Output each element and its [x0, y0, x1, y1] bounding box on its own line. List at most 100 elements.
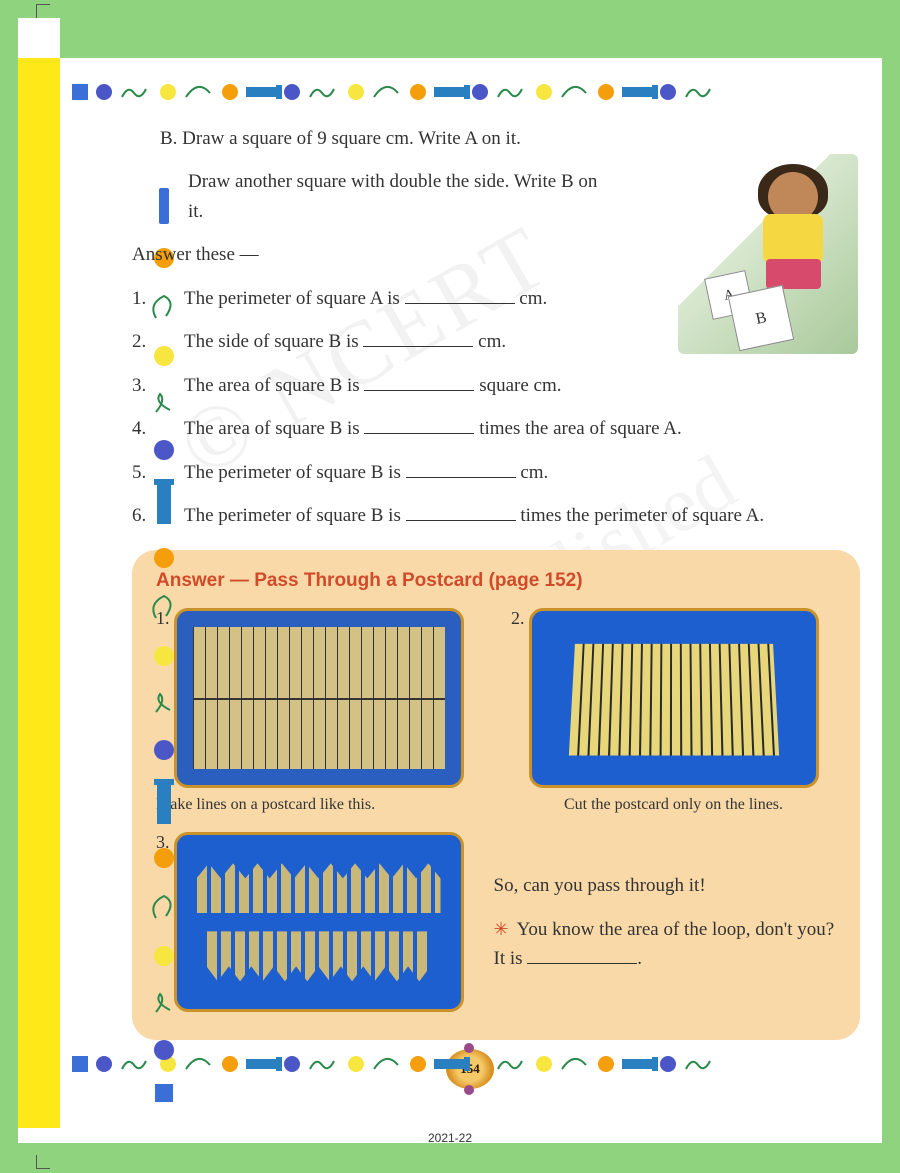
deco-circle-icon: [154, 946, 174, 966]
question-text-before: The perimeter of square B is: [184, 505, 406, 526]
bottom-text: So, can you pass through it! ✳You know t…: [494, 871, 837, 973]
deco-circle-icon: [348, 1056, 364, 1072]
deco-bar-icon: [157, 784, 171, 824]
question-text-after: times the area of square A.: [474, 418, 681, 439]
deco-squiggle-icon: [152, 690, 176, 716]
blank-fill[interactable]: [363, 330, 473, 347]
deco-squiggle-icon: [684, 83, 716, 101]
deco-squiggle-icon: [496, 83, 528, 101]
deco-squiggle-icon: [496, 1055, 528, 1073]
top-green-bar: [60, 18, 882, 58]
question-text-before: The perimeter of square A is: [184, 288, 405, 309]
postcard-row-1: 1. Make lines on a postcard like this. 2…: [156, 608, 836, 814]
question-number: 3.: [160, 371, 184, 400]
deco-circle-icon: [348, 84, 364, 100]
question-4: 4.The area of square B is times the area…: [160, 414, 690, 443]
deco-loop-icon: [560, 83, 590, 101]
deco-circle-icon: [598, 1056, 614, 1072]
loop-area-after: .: [637, 948, 642, 969]
loop-area-text: ✳You know the area of the loop, don't yo…: [494, 915, 837, 974]
answer-section-title: Answer — Pass Through a Postcard (page 1…: [156, 570, 836, 592]
question-number: 1.: [160, 284, 184, 313]
deco-circle-icon: [284, 84, 300, 100]
question-1: 1.The perimeter of square A is cm.: [160, 284, 690, 313]
instruction-b-line2: Draw another square with double the side…: [188, 167, 608, 226]
deco-circle-icon: [222, 1056, 238, 1072]
deco-circle-icon: [536, 84, 552, 100]
pass-through-text: So, can you pass through it!: [494, 871, 837, 900]
question-2: 2.The side of square B is cm.: [160, 327, 690, 356]
deco-circle-icon: [154, 848, 174, 868]
deco-squiggle-icon: [120, 1055, 152, 1073]
question-5: 5.The perimeter of square B is cm.: [160, 458, 858, 487]
postcard-step-1: 1. Make lines on a postcard like this.: [156, 608, 481, 814]
deco-loop-icon: [184, 1055, 214, 1073]
question-text-before: The area of square B is: [184, 375, 364, 396]
deco-square-icon: [72, 1056, 88, 1072]
question-number: 5.: [160, 458, 184, 487]
postcard-photo-2: [529, 608, 819, 788]
blank-fill[interactable]: [527, 947, 637, 964]
deco-bar-icon: [434, 1059, 464, 1069]
deco-squiggle-icon: [308, 83, 340, 101]
question-text-after: cm.: [515, 288, 548, 309]
content-area: A B B. Draw a square of 9 square cm. Wri…: [72, 80, 868, 1093]
deco-bar-icon: [246, 87, 276, 97]
footer-year: 2021-22: [428, 1131, 472, 1145]
deco-circle-icon: [160, 84, 176, 100]
postcard-caption-1: Make lines on a postcard like this.: [156, 796, 481, 814]
question-text-after: square cm.: [474, 375, 561, 396]
postcard-photo-3: [174, 832, 464, 1012]
blank-fill[interactable]: [406, 504, 516, 521]
blank-fill[interactable]: [364, 374, 474, 391]
deco-circle-icon: [660, 1056, 676, 1072]
question-6: 6.The perimeter of square B is times the…: [160, 501, 858, 530]
deco-circle-icon: [154, 548, 174, 568]
postcard-step-3: 3.: [156, 832, 464, 1012]
crop-mark-top: [36, 4, 50, 18]
girl-legs: [766, 259, 821, 289]
deco-bar-icon: [622, 1059, 652, 1069]
deco-loop-icon: [372, 1055, 402, 1073]
deco-bar-icon: [434, 87, 464, 97]
question-text-before: The perimeter of square B is: [184, 462, 406, 483]
question-text-before: The side of square B is: [184, 331, 363, 352]
left-yellow-strip: [18, 58, 60, 1128]
deco-circle-icon: [472, 84, 488, 100]
step-number: 2.: [511, 608, 525, 629]
blank-fill[interactable]: [364, 417, 474, 434]
crop-mark-bottom: [36, 1155, 50, 1169]
deco-squiggle-icon: [308, 1055, 340, 1073]
star-bullet-icon: ✳: [494, 919, 509, 939]
deco-circle-icon: [96, 84, 112, 100]
square-b-paper: B: [728, 285, 794, 351]
deco-circle-icon: [154, 1040, 174, 1060]
deco-circle-icon: [284, 1056, 300, 1072]
deco-square-icon: [155, 1084, 173, 1102]
deco-circle-icon: [222, 84, 238, 100]
postcard-caption-2: Cut the postcard only on the lines.: [511, 796, 836, 814]
decorative-border-top: [72, 80, 868, 104]
deco-circle-icon: [410, 1056, 426, 1072]
question-number: 6.: [160, 501, 184, 530]
deco-squiggle-icon: [684, 1055, 716, 1073]
deco-circle-icon: [154, 740, 174, 760]
deco-circle-icon: [410, 84, 426, 100]
deco-loop-icon: [372, 83, 402, 101]
blank-fill[interactable]: [406, 460, 516, 477]
blank-fill[interactable]: [405, 287, 515, 304]
question-text-before: The area of square B is: [184, 418, 364, 439]
deco-bar-icon: [622, 87, 652, 97]
question-text-after: cm.: [473, 331, 506, 352]
postcard-step-2: 2. Cut the postcard only on the lines.: [511, 608, 836, 814]
question-text-after: times the perimeter of square A.: [516, 505, 765, 526]
main-text: A B B. Draw a square of 9 square cm. Wri…: [132, 124, 858, 530]
deco-squiggle-icon: [152, 990, 176, 1016]
deco-loop-icon: [560, 1055, 590, 1073]
instruction-b-line1: B. Draw a square of 9 square cm. Write A…: [160, 124, 858, 153]
deco-circle-icon: [96, 1056, 112, 1072]
answer-section: Answer — Pass Through a Postcard (page 1…: [132, 550, 860, 1040]
question-text-after: cm.: [516, 462, 549, 483]
deco-square-icon: [72, 84, 88, 100]
deco-loop-icon: [184, 83, 214, 101]
